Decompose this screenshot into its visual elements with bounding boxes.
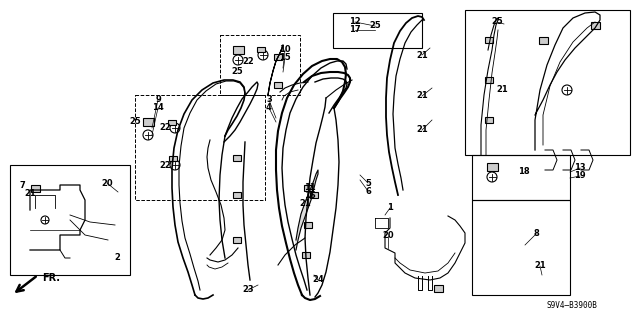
FancyBboxPatch shape [274, 82, 282, 88]
Circle shape [170, 160, 180, 170]
FancyBboxPatch shape [433, 285, 442, 292]
FancyBboxPatch shape [304, 222, 312, 228]
Circle shape [562, 85, 572, 95]
Circle shape [487, 172, 497, 182]
Text: 21: 21 [534, 262, 546, 271]
Text: 15: 15 [279, 54, 291, 63]
Circle shape [233, 55, 243, 65]
FancyBboxPatch shape [485, 77, 493, 83]
Text: S9V4–B3900B: S9V4–B3900B [547, 300, 597, 309]
Bar [333, 13, 422, 48]
Text: 2: 2 [114, 254, 120, 263]
Circle shape [143, 130, 153, 140]
Text: 25: 25 [129, 117, 141, 127]
Text: 18: 18 [518, 167, 530, 176]
Text: 4: 4 [266, 103, 272, 113]
Text: 16: 16 [304, 191, 316, 201]
FancyBboxPatch shape [591, 21, 600, 28]
Text: 9: 9 [155, 95, 161, 105]
Text: 1: 1 [387, 204, 393, 212]
Text: 21: 21 [416, 92, 428, 100]
Polygon shape [296, 170, 318, 250]
Text: 12: 12 [349, 18, 361, 26]
FancyBboxPatch shape [257, 47, 265, 51]
Circle shape [170, 123, 180, 133]
FancyBboxPatch shape [233, 237, 241, 243]
Text: 22: 22 [159, 123, 171, 132]
FancyBboxPatch shape [233, 192, 241, 198]
Circle shape [258, 50, 268, 60]
FancyBboxPatch shape [232, 46, 243, 54]
Text: 21: 21 [416, 125, 428, 135]
FancyBboxPatch shape [274, 54, 282, 60]
FancyBboxPatch shape [486, 163, 497, 171]
Text: 21: 21 [299, 199, 311, 209]
Text: 20: 20 [382, 232, 394, 241]
FancyBboxPatch shape [304, 185, 312, 191]
Text: 24: 24 [312, 276, 324, 285]
Text: 23: 23 [242, 286, 254, 294]
Text: 8: 8 [533, 229, 539, 239]
FancyBboxPatch shape [31, 184, 40, 191]
Bar [10, 165, 130, 275]
Text: 20: 20 [101, 179, 113, 188]
FancyBboxPatch shape [485, 117, 493, 123]
Text: 3: 3 [266, 95, 272, 105]
Bar [135, 95, 265, 200]
Text: 7: 7 [19, 181, 25, 189]
Text: FR.: FR. [42, 273, 60, 283]
FancyBboxPatch shape [168, 120, 176, 124]
Bar [472, 155, 570, 200]
Text: 19: 19 [574, 172, 586, 181]
FancyBboxPatch shape [233, 155, 241, 161]
Polygon shape [268, 45, 283, 95]
Text: 17: 17 [349, 26, 361, 34]
Text: 22: 22 [242, 57, 254, 66]
FancyBboxPatch shape [310, 192, 318, 198]
FancyBboxPatch shape [169, 155, 177, 160]
Circle shape [41, 216, 49, 224]
Text: 5: 5 [365, 179, 371, 188]
Text: 25: 25 [491, 18, 503, 26]
FancyBboxPatch shape [538, 36, 547, 43]
Text: 13: 13 [574, 164, 586, 173]
Text: 21: 21 [24, 189, 36, 197]
Bar [465, 10, 630, 155]
FancyBboxPatch shape [302, 252, 310, 258]
Text: 22: 22 [159, 160, 171, 169]
Text: 21: 21 [416, 50, 428, 60]
Text: 10: 10 [279, 46, 291, 55]
Text: 11: 11 [304, 183, 316, 192]
Text: 6: 6 [365, 187, 371, 196]
Text: 21: 21 [496, 85, 508, 94]
FancyBboxPatch shape [485, 37, 493, 43]
Text: 14: 14 [152, 103, 164, 113]
Bar [472, 200, 570, 295]
Bar [220, 35, 300, 95]
FancyBboxPatch shape [143, 118, 154, 126]
Text: 25: 25 [369, 21, 381, 31]
Text: 25: 25 [231, 68, 243, 77]
